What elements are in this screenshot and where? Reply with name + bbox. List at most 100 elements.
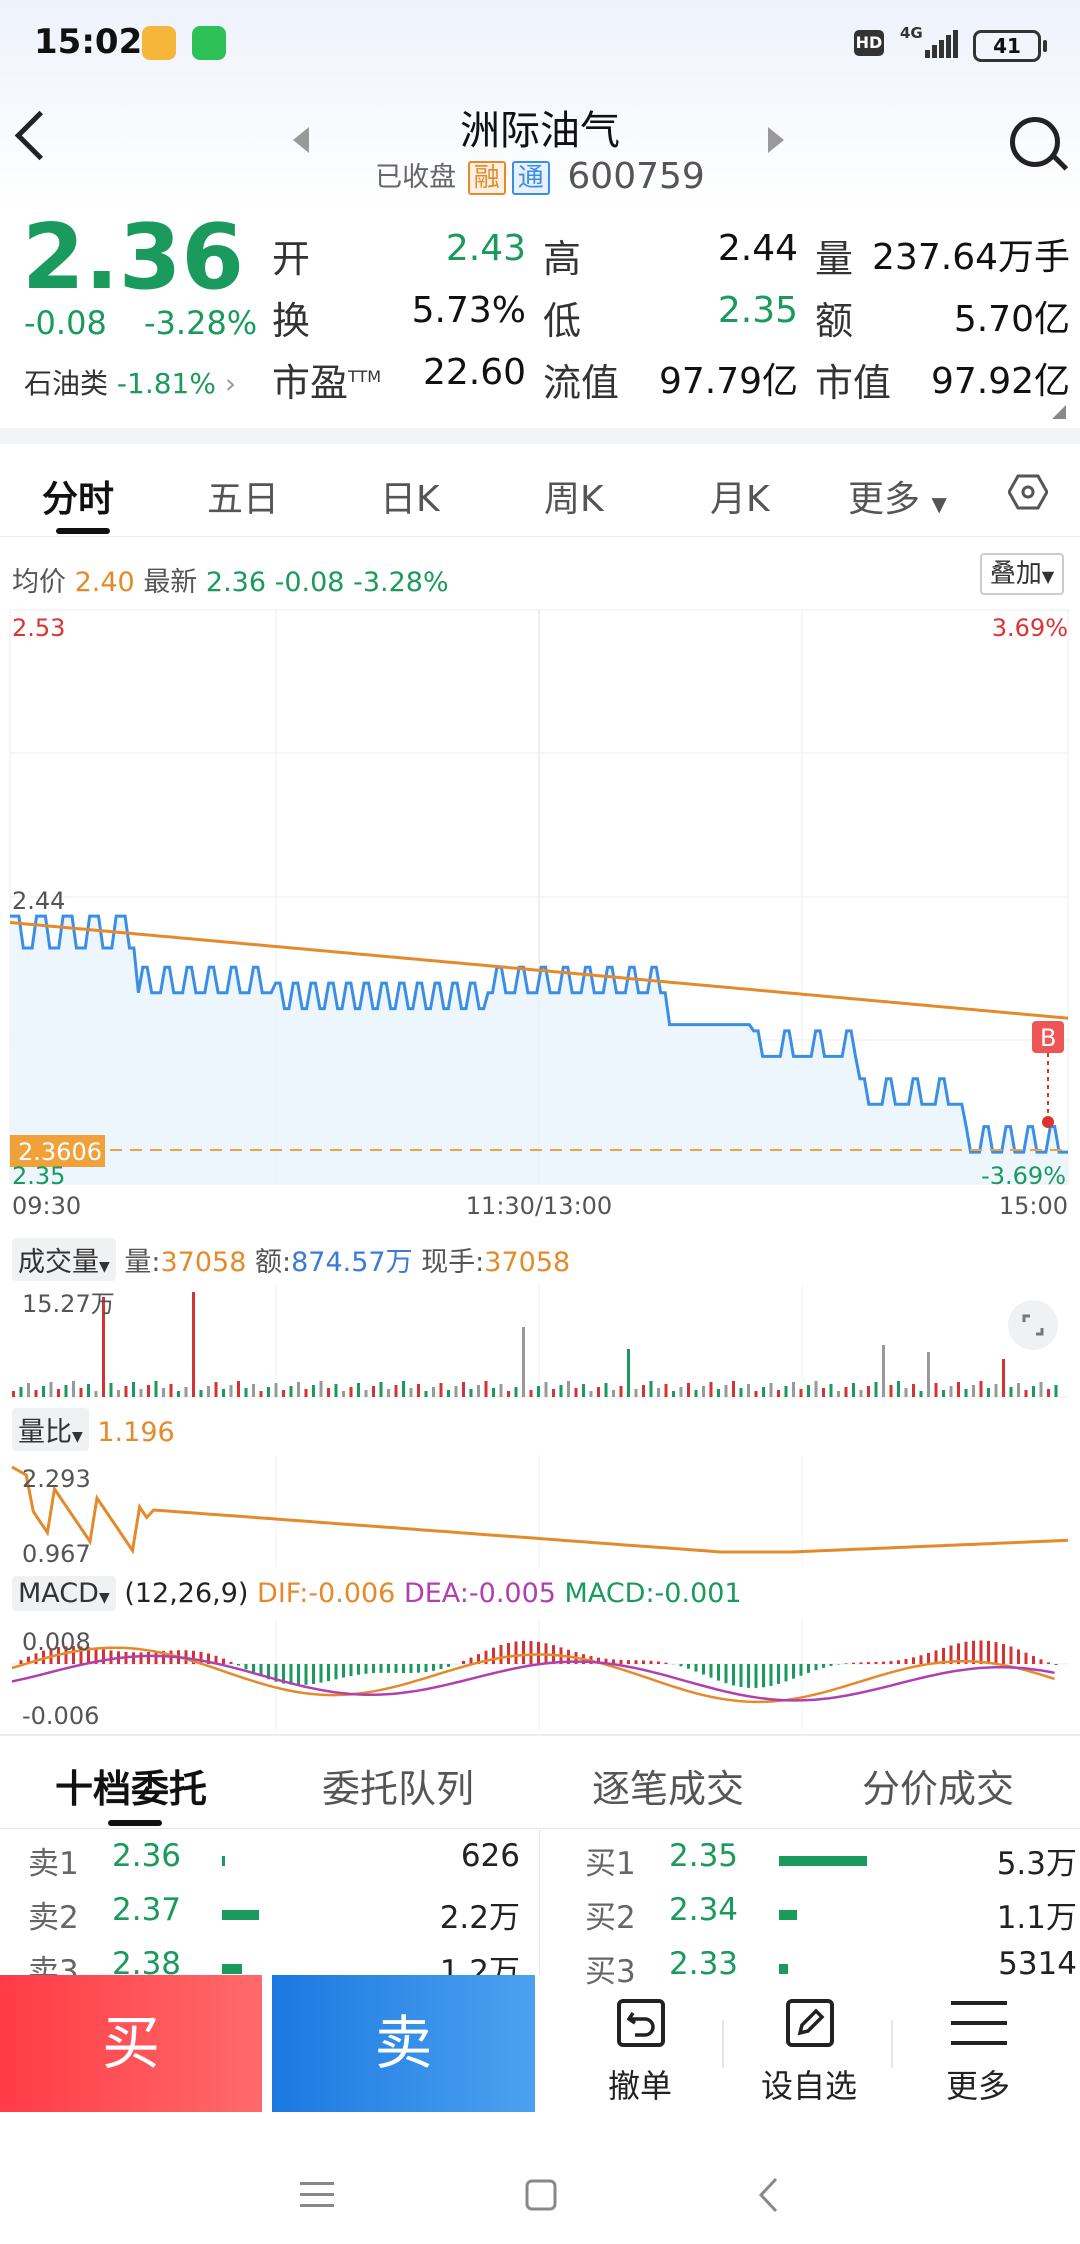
macd-bar [147, 1652, 150, 1664]
sector-link[interactable]: 石油类 -1.81% › [24, 362, 236, 402]
volume-bar [754, 1391, 758, 1397]
more-actions-button[interactable]: 更多 [893, 1975, 1063, 2112]
macd-bar [207, 1653, 210, 1664]
caret-down-icon: ▼ [1041, 567, 1055, 586]
vol-ratio-selector[interactable]: 量比▼ [12, 1408, 89, 1451]
recent-apps-icon[interactable] [300, 2180, 334, 2210]
stock-subtitle: 已收盘 融通 600759 [0, 155, 1080, 197]
volume-bar [432, 1387, 435, 1397]
macd-bar [267, 1664, 270, 1680]
tab-ticks[interactable]: 逐笔成交 [592, 1767, 745, 1811]
volume-bar [124, 1386, 128, 1397]
order-price: 2.37 [112, 1892, 182, 1928]
caret-down-icon: ▼ [931, 492, 947, 516]
volume-bar [394, 1385, 398, 1397]
macd-bar [747, 1664, 750, 1688]
volume-bar [132, 1382, 135, 1397]
volume-bar [222, 1389, 225, 1397]
macd-bar [777, 1664, 780, 1684]
macd-dif: DIF:-0.006 [257, 1578, 396, 1609]
notes-app-icon [142, 26, 176, 60]
macd-value: MACD:-0.001 [564, 1578, 742, 1609]
next-stock-icon[interactable] [768, 127, 784, 153]
volume-chart[interactable]: 15.27万 [0, 1285, 1080, 1400]
tab-weekly-k[interactable]: 周K [544, 479, 604, 520]
caret-down-icon: ▼ [99, 1259, 110, 1275]
macd-bar [529, 1641, 533, 1664]
volume-bar [904, 1388, 908, 1397]
tab-price-volume[interactable]: 分价成交 [862, 1767, 1015, 1811]
intraday-chart[interactable]: 2.3606 B 2.53 3.69% 2.44 2.35 -3.69% 09:… [0, 600, 1080, 1230]
tab-five-day[interactable]: 五日 [207, 479, 280, 520]
wechat-icon [192, 26, 226, 60]
volume-bar [949, 1386, 953, 1397]
home-icon[interactable] [524, 2178, 558, 2212]
b-marker[interactable] [1032, 1021, 1064, 1053]
volume-bar [604, 1383, 608, 1397]
volume-bar [634, 1389, 638, 1397]
low-label: 低 [543, 299, 582, 343]
macd-bar [829, 1664, 833, 1666]
back-nav-icon[interactable] [756, 2176, 780, 2214]
tab-monthly-k[interactable]: 月K [710, 479, 770, 520]
sell-button[interactable]: 卖 [272, 1975, 535, 2112]
macd-bar [507, 1642, 510, 1664]
macd-bar [154, 1651, 158, 1664]
volume-bar [139, 1389, 143, 1397]
macd-bar [192, 1650, 195, 1664]
tab-intraday[interactable]: 分时 [42, 479, 115, 520]
macd-chart[interactable]: 0.008 -0.006 [0, 1620, 1080, 1730]
order-level-label: 买2 [585, 1900, 636, 1936]
chart-settings-icon[interactable] [1008, 472, 1048, 512]
volume-value: 237.64万手 [872, 237, 1070, 278]
macd-bar [912, 1657, 915, 1664]
macd-bar [252, 1664, 255, 1673]
macd-selector[interactable]: MACD▼ [12, 1576, 116, 1611]
tab-queue[interactable]: 委托队列 [322, 1767, 475, 1811]
add-watchlist-button[interactable]: 设自选 [724, 1975, 894, 2112]
overlay-button[interactable]: 叠加▼ [980, 553, 1064, 595]
tab-ten-level[interactable]: 十档委托 [55, 1767, 208, 1811]
volume-bar [192, 1292, 195, 1397]
volume-bar [852, 1383, 855, 1397]
sector-pct: -1.81% [116, 367, 216, 400]
volume-bar [64, 1385, 68, 1397]
volume-bar [364, 1390, 368, 1397]
macd-bar [1047, 1662, 1050, 1664]
tab-more-label: 更多 [848, 479, 921, 520]
open-value: 2.43 [445, 228, 526, 269]
prev-stock-icon[interactable] [293, 127, 309, 153]
macd-bar [64, 1646, 68, 1664]
signal-icon [925, 30, 958, 58]
macd-bar [814, 1664, 818, 1671]
volume-bar [567, 1381, 570, 1397]
macd-bar [619, 1659, 623, 1664]
cancel-order-button[interactable]: 撤单 [555, 1975, 725, 2112]
macd-bar [904, 1659, 908, 1664]
volume-bar [672, 1391, 675, 1397]
vol-ratio-line [11, 1465, 1069, 1555]
expand-corner-icon[interactable] [1052, 405, 1066, 419]
macd-bar [604, 1658, 608, 1664]
volume-bar [619, 1386, 623, 1397]
search-icon[interactable] [1010, 117, 1060, 167]
divider [891, 2020, 893, 2068]
volume-selector[interactable]: 成交量▼ [12, 1238, 116, 1281]
vol-ratio-chart[interactable]: 2.293 0.967 [0, 1455, 1080, 1567]
order-volume-bar [222, 1856, 225, 1866]
macd-bar [259, 1664, 263, 1677]
volume-bar [919, 1391, 923, 1397]
caret-down-icon: ▼ [98, 1590, 110, 1606]
fullscreen-button[interactable] [1008, 1300, 1058, 1350]
vol-value: 37058 [160, 1247, 247, 1278]
order-price: 2.36 [112, 1838, 182, 1874]
volume-label: 量 [815, 237, 854, 281]
tab-daily-k[interactable]: 日K [380, 479, 440, 520]
volume-bar [522, 1327, 525, 1397]
volume-bar [987, 1388, 990, 1397]
macd-bar [244, 1664, 248, 1670]
b-marker-label: B [1040, 1024, 1056, 1052]
tab-more[interactable]: 更多 ▼ [848, 470, 947, 522]
buy-button[interactable]: 买 [0, 1975, 262, 2112]
macd-bar [132, 1652, 135, 1664]
